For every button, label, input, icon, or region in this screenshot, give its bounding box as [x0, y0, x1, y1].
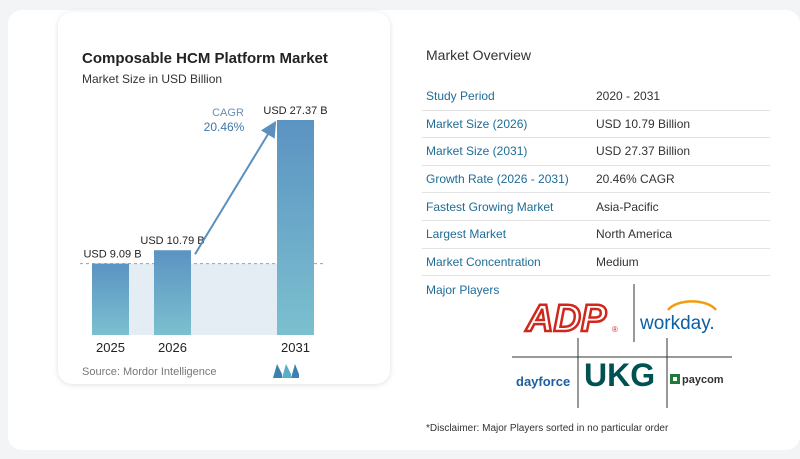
table-row: Market Size (2026) USD 10.79 Billion [422, 110, 770, 139]
x-tick-label: 2026 [158, 340, 187, 355]
row-value: North America [592, 220, 770, 249]
cagr-arrow [194, 120, 277, 255]
paycom-logo: paycom [670, 374, 724, 386]
row-key: Fastest Growing Market [422, 192, 592, 221]
row-value: USD 27.37 Billion [592, 137, 770, 166]
disclaimer: *Disclaimer: Major Players sorted in no … [426, 423, 669, 434]
row-key: Growth Rate (2026 - 2031) [422, 165, 592, 194]
row-value: 2020 - 2031 [592, 83, 770, 111]
adp-logo-text: ADP [525, 298, 607, 340]
table-row: Largest Market North America [422, 220, 770, 249]
major-players-logos: ADP ® workday. dayforce UKG paycom [512, 284, 732, 408]
bar-chart: USD 9.09 B 2025 USD 10.79 B 2026 USD 27.37 B… [80, 105, 328, 355]
workday-arc-icon [667, 300, 717, 311]
bar-value-label: USD 10.79 B [140, 235, 204, 247]
paycom-logo-text: paycom [682, 374, 724, 386]
bar-value-label: USD 27.37 B [263, 105, 327, 117]
chart-subtitle: Market Size in USD Billion [82, 72, 223, 86]
adp-logo: ADP ® [524, 297, 618, 342]
row-value: USD 10.79 Billion [592, 110, 770, 139]
table-row: Study Period 2020 - 2031 [422, 83, 770, 111]
major-players-label: Major Players [426, 283, 500, 297]
row-key: Largest Market [422, 220, 592, 249]
registered-mark-icon: ® [612, 325, 618, 334]
overview-title: Market Overview [426, 47, 532, 63]
row-value: 20.46% CAGR [592, 165, 770, 194]
workday-logo-text: workday. [639, 313, 715, 334]
source-note: Source: Mordor Intelligence [82, 366, 217, 378]
bar-2026 [154, 250, 191, 335]
mordor-logo-icon [273, 364, 299, 378]
row-value: Medium [592, 248, 770, 277]
cagr-label: CAGR [212, 107, 244, 119]
row-key: Study Period [422, 83, 592, 111]
bar-value-label: USD 9.09 B [83, 249, 141, 261]
workday-logo: workday. [639, 300, 717, 334]
overview-table: Study Period 2020 - 2031 Market Size (20… [422, 83, 770, 277]
bar-2025 [92, 263, 129, 335]
row-key: Market Concentration [422, 248, 592, 277]
table-row: Market Concentration Medium [422, 248, 770, 277]
chart-title: Composable HCM Platform Market [82, 50, 328, 67]
bar-2031 [277, 120, 314, 335]
table-row: Market Size (2031) USD 27.37 Billion [422, 137, 770, 166]
table-row: Growth Rate (2026 - 2031) 20.46% CAGR [422, 165, 770, 194]
dayforce-logo: dayforce [516, 374, 570, 389]
market-overview-panel: Market Overview Study Period 2020 - 2031… [422, 0, 800, 459]
row-key: Market Size (2031) [422, 137, 592, 166]
cagr-value: 20.46% [204, 120, 245, 134]
row-key: Market Size (2026) [422, 110, 592, 139]
row-value: Asia-Pacific [592, 192, 770, 221]
x-tick-label: 2031 [281, 340, 310, 355]
ukg-logo: UKG [584, 357, 655, 393]
x-tick-label: 2025 [96, 340, 125, 355]
table-row: Fastest Growing Market Asia-Pacific [422, 192, 770, 221]
